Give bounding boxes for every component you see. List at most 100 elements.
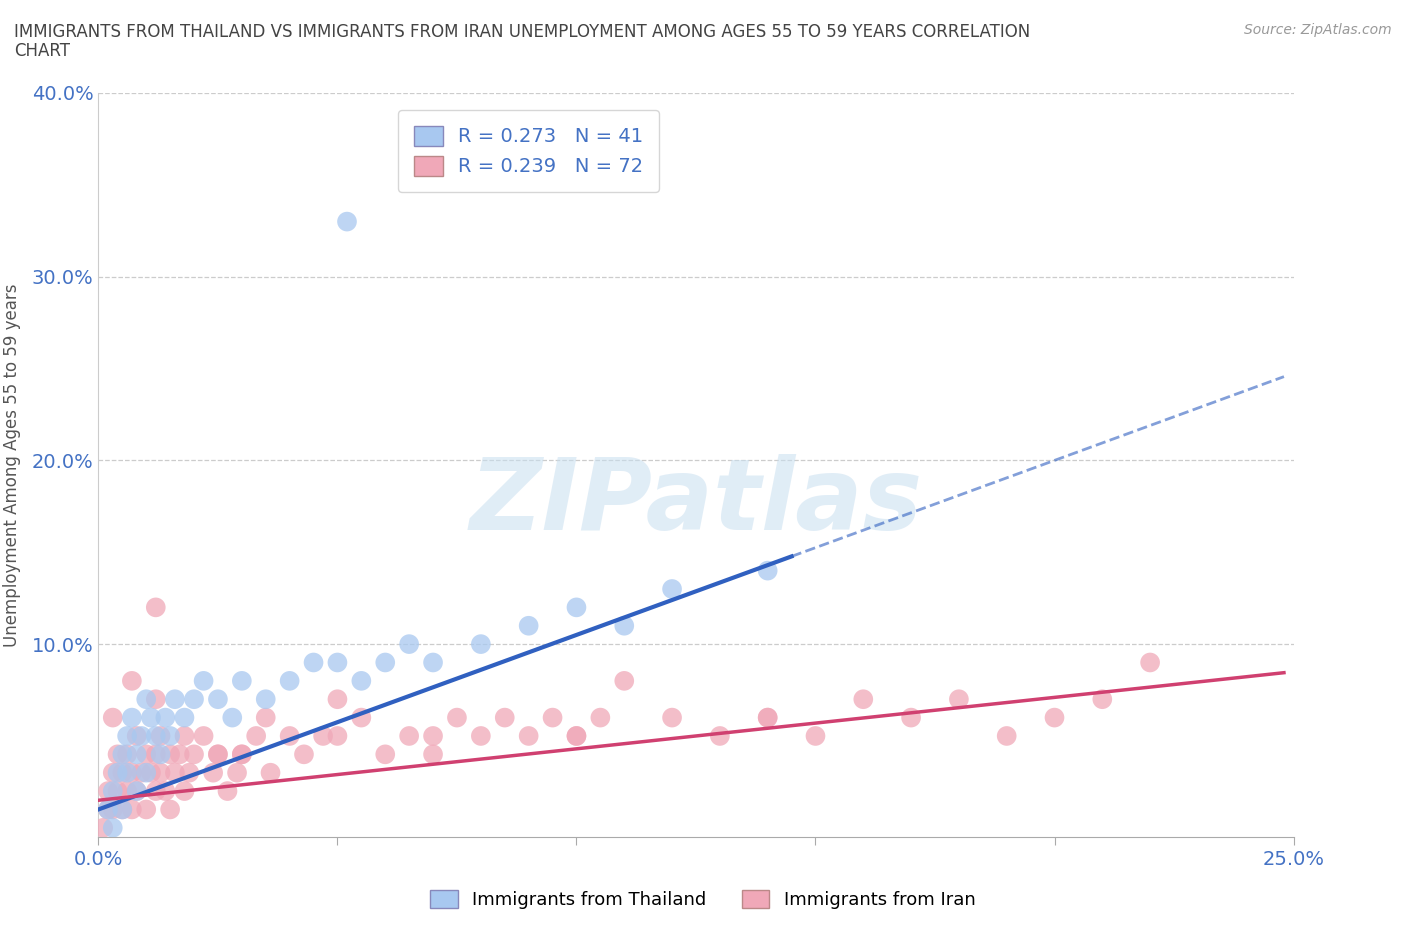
Point: [115, 765, 138, 780]
Point: [470, 637, 492, 652]
Point: [326, 728, 349, 743]
Point: [121, 765, 143, 780]
Point: [183, 692, 205, 707]
Point: [163, 765, 186, 780]
Point: [159, 728, 181, 743]
Point: [115, 784, 138, 799]
Point: [231, 673, 253, 688]
Point: [207, 747, 229, 762]
Point: [231, 747, 253, 762]
Point: [948, 692, 970, 707]
Point: [145, 692, 167, 707]
Point: [111, 802, 134, 817]
Point: [661, 581, 683, 596]
Point: [661, 711, 683, 725]
Text: Source: ZipAtlas.com: Source: ZipAtlas.com: [1244, 23, 1392, 37]
Point: [254, 692, 277, 707]
Point: [179, 765, 201, 780]
Point: [101, 784, 124, 799]
Point: [121, 802, 143, 817]
Legend: R = 0.273   N = 41, R = 0.239   N = 72: R = 0.273 N = 41, R = 0.239 N = 72: [398, 110, 659, 193]
Point: [101, 765, 124, 780]
Point: [756, 564, 779, 578]
Point: [135, 802, 157, 817]
Point: [398, 637, 420, 652]
Point: [193, 673, 215, 688]
Point: [374, 747, 396, 762]
Point: [470, 728, 492, 743]
Point: [111, 802, 134, 817]
Point: [111, 765, 134, 780]
Legend: Immigrants from Thailand, Immigrants from Iran: Immigrants from Thailand, Immigrants fro…: [423, 883, 983, 916]
Text: CHART: CHART: [14, 42, 70, 60]
Point: [995, 728, 1018, 743]
Point: [135, 747, 157, 762]
Point: [139, 711, 162, 725]
Point: [125, 728, 148, 743]
Point: [107, 747, 129, 762]
Point: [254, 711, 277, 725]
Point: [145, 747, 167, 762]
Point: [226, 765, 249, 780]
Point: [97, 784, 120, 799]
Point: [336, 214, 359, 229]
Point: [756, 711, 779, 725]
Point: [422, 655, 444, 670]
Point: [1043, 711, 1066, 725]
Point: [541, 711, 564, 725]
Point: [159, 802, 181, 817]
Point: [173, 784, 195, 799]
Point: [217, 784, 239, 799]
Point: [107, 784, 129, 799]
Point: [517, 618, 540, 633]
Point: [155, 711, 177, 725]
Point: [163, 692, 186, 707]
Point: [446, 711, 468, 725]
Point: [107, 765, 129, 780]
Point: [326, 692, 349, 707]
Point: [245, 728, 267, 743]
Point: [145, 600, 167, 615]
Point: [131, 765, 153, 780]
Point: [207, 747, 229, 762]
Point: [517, 728, 540, 743]
Point: [221, 711, 243, 725]
Point: [101, 802, 124, 817]
Point: [101, 820, 124, 835]
Point: [149, 728, 172, 743]
Point: [115, 728, 138, 743]
Point: [1091, 692, 1114, 707]
Point: [494, 711, 516, 725]
Point: [350, 711, 373, 725]
Point: [589, 711, 612, 725]
Point: [149, 765, 172, 780]
Point: [149, 747, 172, 762]
Point: [159, 747, 181, 762]
Point: [292, 747, 315, 762]
Point: [565, 600, 588, 615]
Point: [91, 820, 114, 835]
Point: [259, 765, 281, 780]
Point: [155, 784, 177, 799]
Point: [173, 728, 195, 743]
Point: [121, 711, 143, 725]
Point: [97, 802, 120, 817]
Point: [312, 728, 335, 743]
Point: [145, 784, 167, 799]
Point: [139, 765, 162, 780]
Point: [374, 655, 396, 670]
Point: [326, 655, 349, 670]
Point: [302, 655, 325, 670]
Point: [422, 747, 444, 762]
Point: [145, 728, 167, 743]
Point: [125, 784, 148, 799]
Point: [135, 765, 157, 780]
Point: [756, 711, 779, 725]
Point: [565, 728, 588, 743]
Point: [709, 728, 731, 743]
Point: [398, 728, 420, 743]
Point: [852, 692, 875, 707]
Point: [101, 711, 124, 725]
Point: [125, 747, 148, 762]
Point: [900, 711, 922, 725]
